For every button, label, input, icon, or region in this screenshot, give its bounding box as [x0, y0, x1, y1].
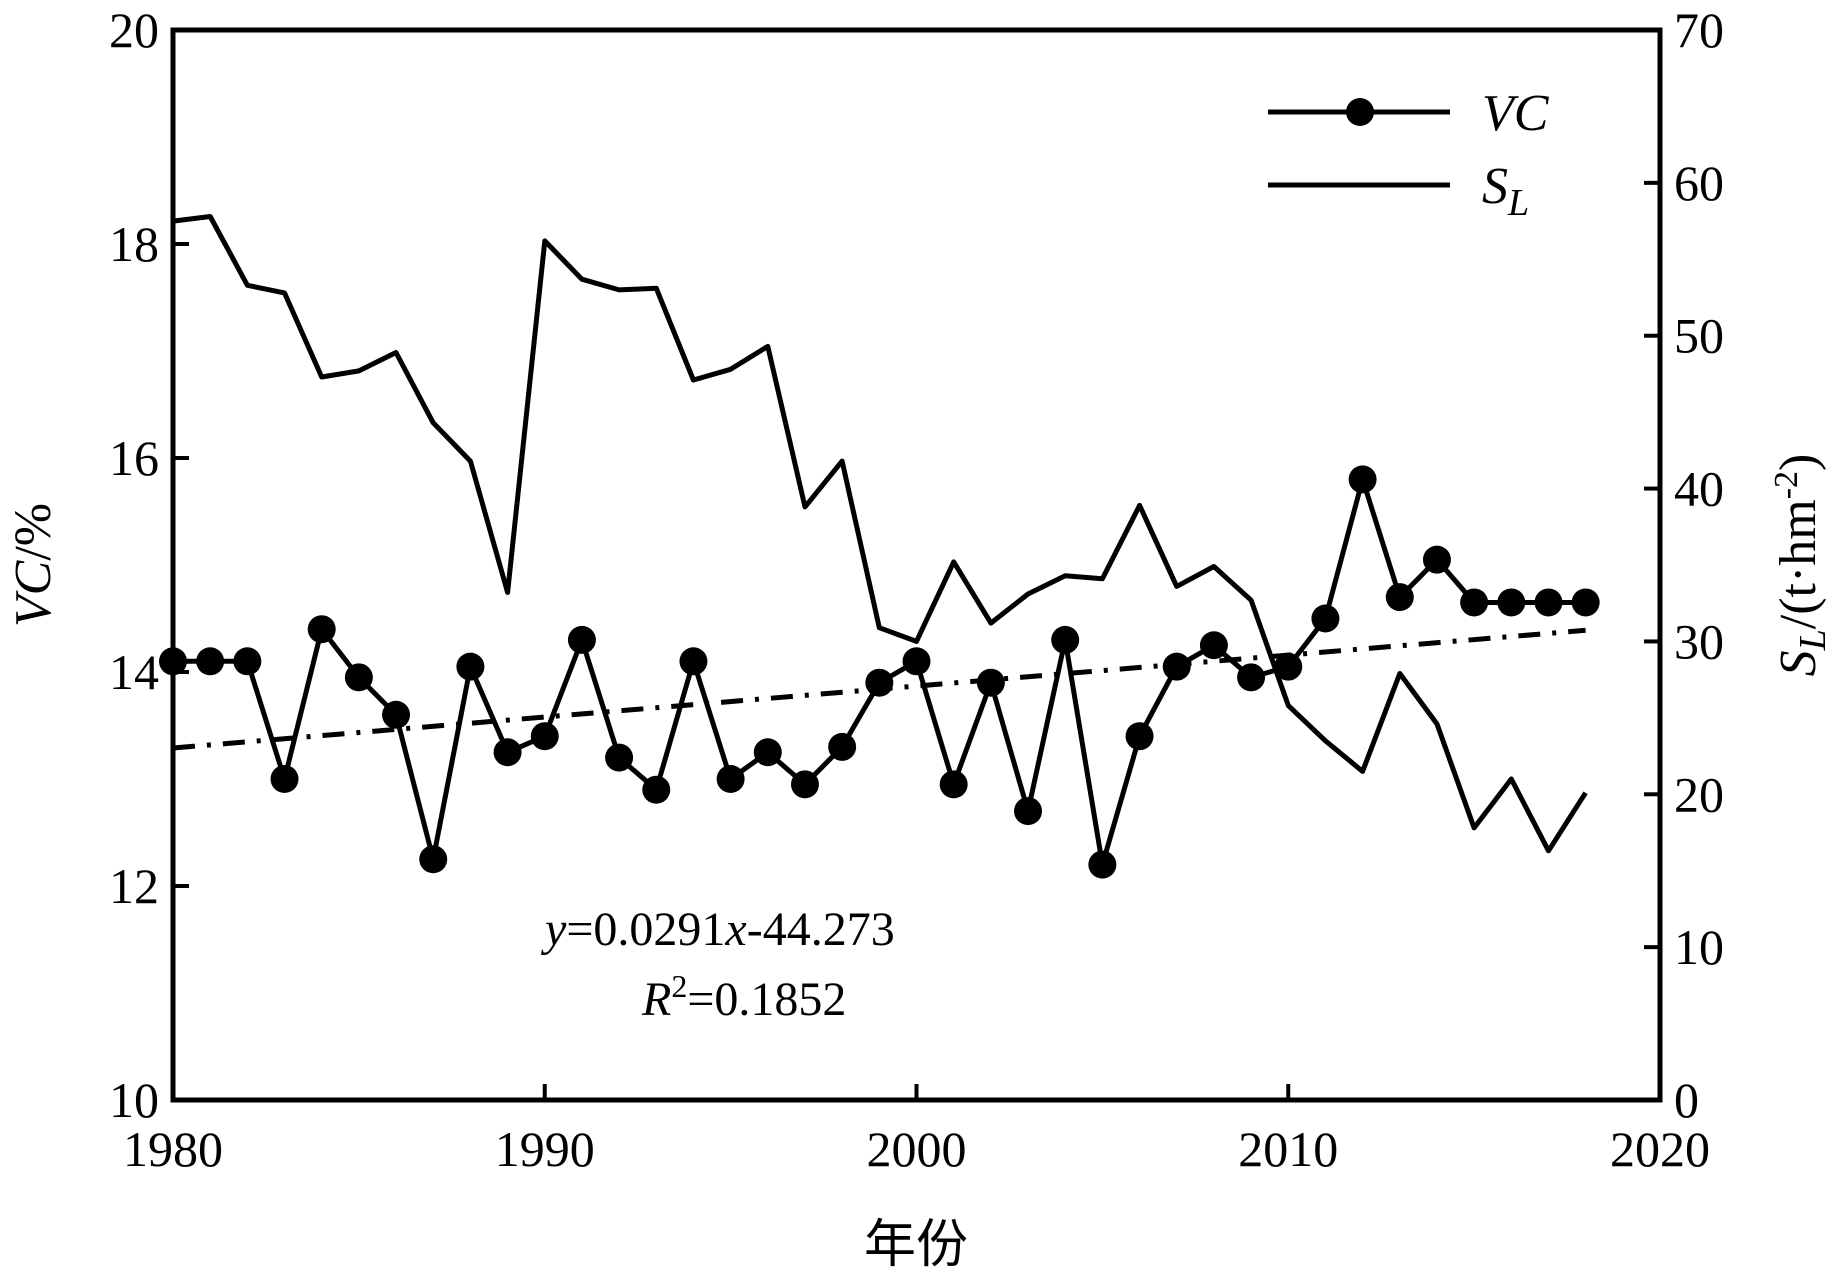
x-tick-label: 2010 [1238, 1121, 1338, 1177]
series-vc-point [679, 647, 708, 676]
series-vc-point [1014, 797, 1043, 826]
series-vc-point [1497, 588, 1526, 617]
series-vc-point [1125, 722, 1154, 751]
left-y-tick-label: 18 [109, 216, 159, 272]
series-vc-point [159, 647, 187, 676]
series-vc-point [307, 615, 336, 644]
series-vc-point [902, 647, 931, 676]
series-vc-point [382, 700, 411, 729]
series-vc-point [1088, 850, 1117, 879]
series-vc-point [605, 743, 634, 772]
right-y-axis-title: SL/(t·hm-2) [1768, 454, 1834, 677]
left-y-tick-label: 12 [109, 858, 159, 914]
series-vc-point [196, 647, 225, 676]
series-vc-point [1348, 465, 1377, 494]
series-layer [159, 214, 1600, 879]
r-squared-value: R2=0.1852 [641, 968, 846, 1026]
series-vc-point [1051, 625, 1080, 654]
series-vc-point [976, 668, 1005, 697]
regression-annotation: y=0.0291x-44.273 R2=0.1852 [540, 903, 895, 1026]
series-vc-point [939, 770, 968, 799]
series-vc-point [1571, 588, 1600, 617]
series-vc-point [1237, 663, 1266, 692]
left-y-tick-label: 10 [109, 1072, 159, 1128]
right-y-tick-label: 50 [1674, 308, 1724, 364]
right-y-tick-label: 70 [1674, 2, 1724, 58]
series-vc-point [270, 765, 299, 793]
left-y-tick-label: 16 [109, 430, 159, 486]
legend-item-sl: SL [1268, 158, 1529, 224]
series-vc-point [828, 732, 857, 761]
left-y-axis-title: VC/% [5, 503, 62, 627]
series-vc-point [865, 668, 894, 697]
x-tick-label: 2000 [867, 1121, 967, 1177]
left-y-axis-ticks: 10 12 14 16 18 20 [109, 2, 189, 1128]
series-vc-point [1311, 604, 1340, 633]
series-vc-point [344, 663, 373, 692]
series-vc-point [419, 845, 448, 874]
right-y-tick-label: 40 [1674, 461, 1724, 517]
series-vc-point [456, 652, 485, 681]
series-vc-point [567, 625, 596, 654]
right-y-tick-label: 10 [1674, 919, 1724, 975]
right-y-tick-label: 0 [1674, 1072, 1699, 1128]
left-y-tick-label: 14 [109, 644, 159, 700]
legend-vc-label-main: VC [1482, 85, 1550, 142]
series-vc-point [753, 738, 782, 767]
right-y-tick-label: 30 [1674, 613, 1724, 669]
series-vc-point [1460, 588, 1489, 617]
series-vc-point [716, 765, 745, 793]
series-vc-point [1199, 631, 1228, 660]
legend: VC SL [1268, 85, 1550, 224]
series-trend-line [172, 627, 1586, 751]
series-vc-point [1385, 583, 1414, 612]
series-vc-point [493, 738, 522, 767]
series-vc-point [642, 775, 671, 804]
legend-sl-label-sub: L [1507, 182, 1529, 224]
x-tick-label: 2020 [1610, 1121, 1710, 1177]
series-vc-point [790, 770, 819, 799]
series-vc-point [1534, 588, 1563, 617]
regression-equation: y=0.0291x-44.273 [540, 903, 895, 956]
right-y-axis-ticks: 0 10 20 30 40 50 60 70 [1644, 2, 1724, 1128]
right-y-tick-label: 60 [1674, 155, 1724, 211]
legend-sl-label-main: S [1482, 158, 1508, 215]
series-sl-line [172, 214, 1588, 854]
x-axis-ticks: 1980 1990 2000 2010 2020 [123, 1084, 1710, 1177]
x-axis-title: 年份 [864, 1217, 968, 1274]
legend-vc-marker [1346, 98, 1374, 126]
x-tick-label: 1980 [123, 1121, 223, 1177]
right-y-tick-label: 20 [1674, 766, 1724, 822]
series-vc-point [1422, 545, 1451, 574]
legend-item-vc: VC [1268, 85, 1550, 142]
left-y-tick-label: 20 [109, 2, 159, 58]
series-vc-point [1274, 652, 1303, 681]
series-vc-point [233, 647, 262, 676]
x-tick-label: 1990 [495, 1121, 595, 1177]
series-vc-point [530, 722, 559, 751]
legend-vc-label: VC [1482, 85, 1550, 142]
legend-sl-label: SL [1482, 158, 1529, 224]
